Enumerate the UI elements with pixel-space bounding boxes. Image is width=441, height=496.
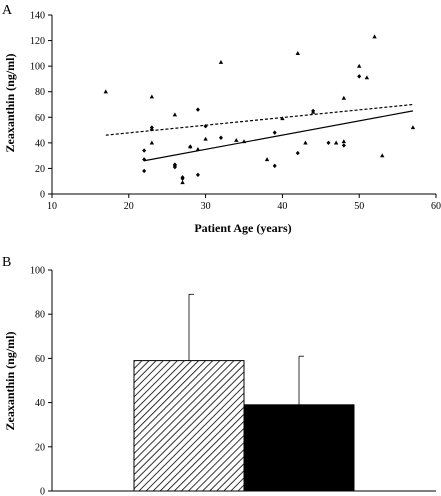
panel-a-point-triangle (218, 60, 224, 64)
panel-a-point-triangle (203, 136, 208, 141)
panel-a-point-diamond (357, 74, 362, 79)
panel-a-point-triangle (372, 34, 377, 39)
panel-a-x-tick-label: 20 (124, 201, 134, 212)
panel-a-y-tick-label: 100 (30, 62, 45, 73)
panel-b-y-tick-label: 80 (35, 310, 45, 321)
panel-a-point-triangle (303, 140, 308, 145)
panel-a-point-diamond (172, 163, 177, 169)
panel-b-label: B (2, 255, 11, 270)
panel-b-y-tick-label: 100 (30, 266, 45, 277)
panel-a-point-triangle (180, 180, 185, 185)
panel-b-y-tick-label: 0 (40, 487, 45, 496)
panel-a-x-axis-label: Patient Age (years) (194, 221, 291, 235)
panel-a-point-diamond (341, 143, 346, 148)
panel-a-y-axis-label: Zeaxanthin (ng/ml) (3, 53, 17, 152)
panel-a-point-diamond (311, 108, 316, 114)
panel-a-y-tick-label: 120 (30, 36, 45, 47)
panel-a-point-triangle (149, 140, 155, 145)
panel-a-point-triangle (380, 153, 385, 158)
panel-a-point-triangle (241, 139, 247, 144)
panel-a-point-diamond (203, 124, 208, 129)
panel-a-point-triangle (295, 51, 300, 55)
panel-b-y-tick-label: 20 (35, 442, 45, 453)
panel-a-y-tick-label: 40 (35, 138, 45, 149)
panel-a-trendlines (105, 103, 414, 162)
panel-a-trendline-solid (144, 110, 414, 162)
panel-a-y-tick-label: 80 (35, 87, 45, 98)
panel-b-y-tick-label: 40 (35, 398, 45, 409)
panel-a-point-triangle (172, 112, 178, 117)
panel-a-point-triangle (341, 139, 347, 144)
panel-a-point-diamond (272, 130, 277, 135)
panel-a-point-diamond (142, 168, 147, 174)
panel-a-point-diamond (188, 144, 193, 149)
panel-a-point-diamond (180, 175, 185, 180)
panel-a-point-triangle (410, 125, 416, 130)
panel-a-point-triangle (103, 89, 108, 94)
panel-a-point-diamond (218, 135, 223, 140)
panel-a-point-triangle (195, 146, 201, 151)
panel-b-y-tick-label: 60 (35, 354, 45, 365)
panel-a-point-triangle (364, 75, 370, 80)
panel-a-point-diamond (195, 107, 200, 112)
panel-a-x-tick-label: 50 (354, 201, 364, 212)
panel-a-y-tick-label: 0 (40, 190, 45, 201)
panel-a-point-diamond (295, 150, 300, 156)
panel-a-point-triangle (341, 95, 347, 100)
panel-a-y-tick-label: 20 (35, 164, 45, 175)
panel-a-point-diamond (195, 172, 200, 178)
panel-a-point-triangle (333, 140, 339, 145)
panel-b: B 0 20 40 60 80 100 Zeaxanthin (ng/ml) (2, 255, 436, 496)
panel-a-label: A (2, 3, 13, 18)
panel-a-point-triangle (280, 116, 285, 121)
panel-a-y-tick-label: 140 (30, 11, 45, 22)
panel-b-bars (133, 293, 355, 492)
panel-a-x-tick-label: 60 (431, 201, 441, 212)
panel-a-x-tick-label: 40 (277, 201, 287, 212)
panel-a-points (103, 34, 416, 185)
panel-a-x-tick-label: 30 (201, 201, 211, 212)
panel-a-point-diamond (142, 157, 147, 162)
panel-a-x-tick-label: 10 (47, 201, 57, 212)
panel-a-point-triangle (357, 63, 362, 68)
panel-a-x-ticks: 10 20 30 40 50 60 (47, 194, 441, 212)
panel-a-point-triangle (149, 94, 155, 99)
panel-a-point-triangle (264, 157, 270, 162)
panel-a: A 0 20 40 60 80 100 120 140 10 20 30 40 50 60 Patien… (2, 3, 441, 235)
panel-a-point-triangle (234, 138, 239, 142)
panel-a-trendline-dashed (105, 103, 414, 136)
panel-a-point-diamond (149, 125, 154, 130)
panel-a-point-diamond (326, 140, 331, 146)
panel-a-y-ticks: 0 20 40 60 80 100 120 140 (30, 11, 52, 201)
panel-a-point-diamond (142, 148, 147, 153)
panel-a-axes (51, 15, 436, 195)
panel-b-y-ticks: 0 20 40 60 80 100 (30, 266, 52, 496)
panel-a-point-diamond (272, 163, 277, 169)
panel-b-bar-hatched (133, 360, 245, 492)
panel-a-y-tick-label: 60 (35, 113, 45, 124)
panel-b-y-axis-label: Zeaxanthin (ng/ml) (3, 331, 17, 430)
panel-b-bar-solid (243, 404, 355, 492)
